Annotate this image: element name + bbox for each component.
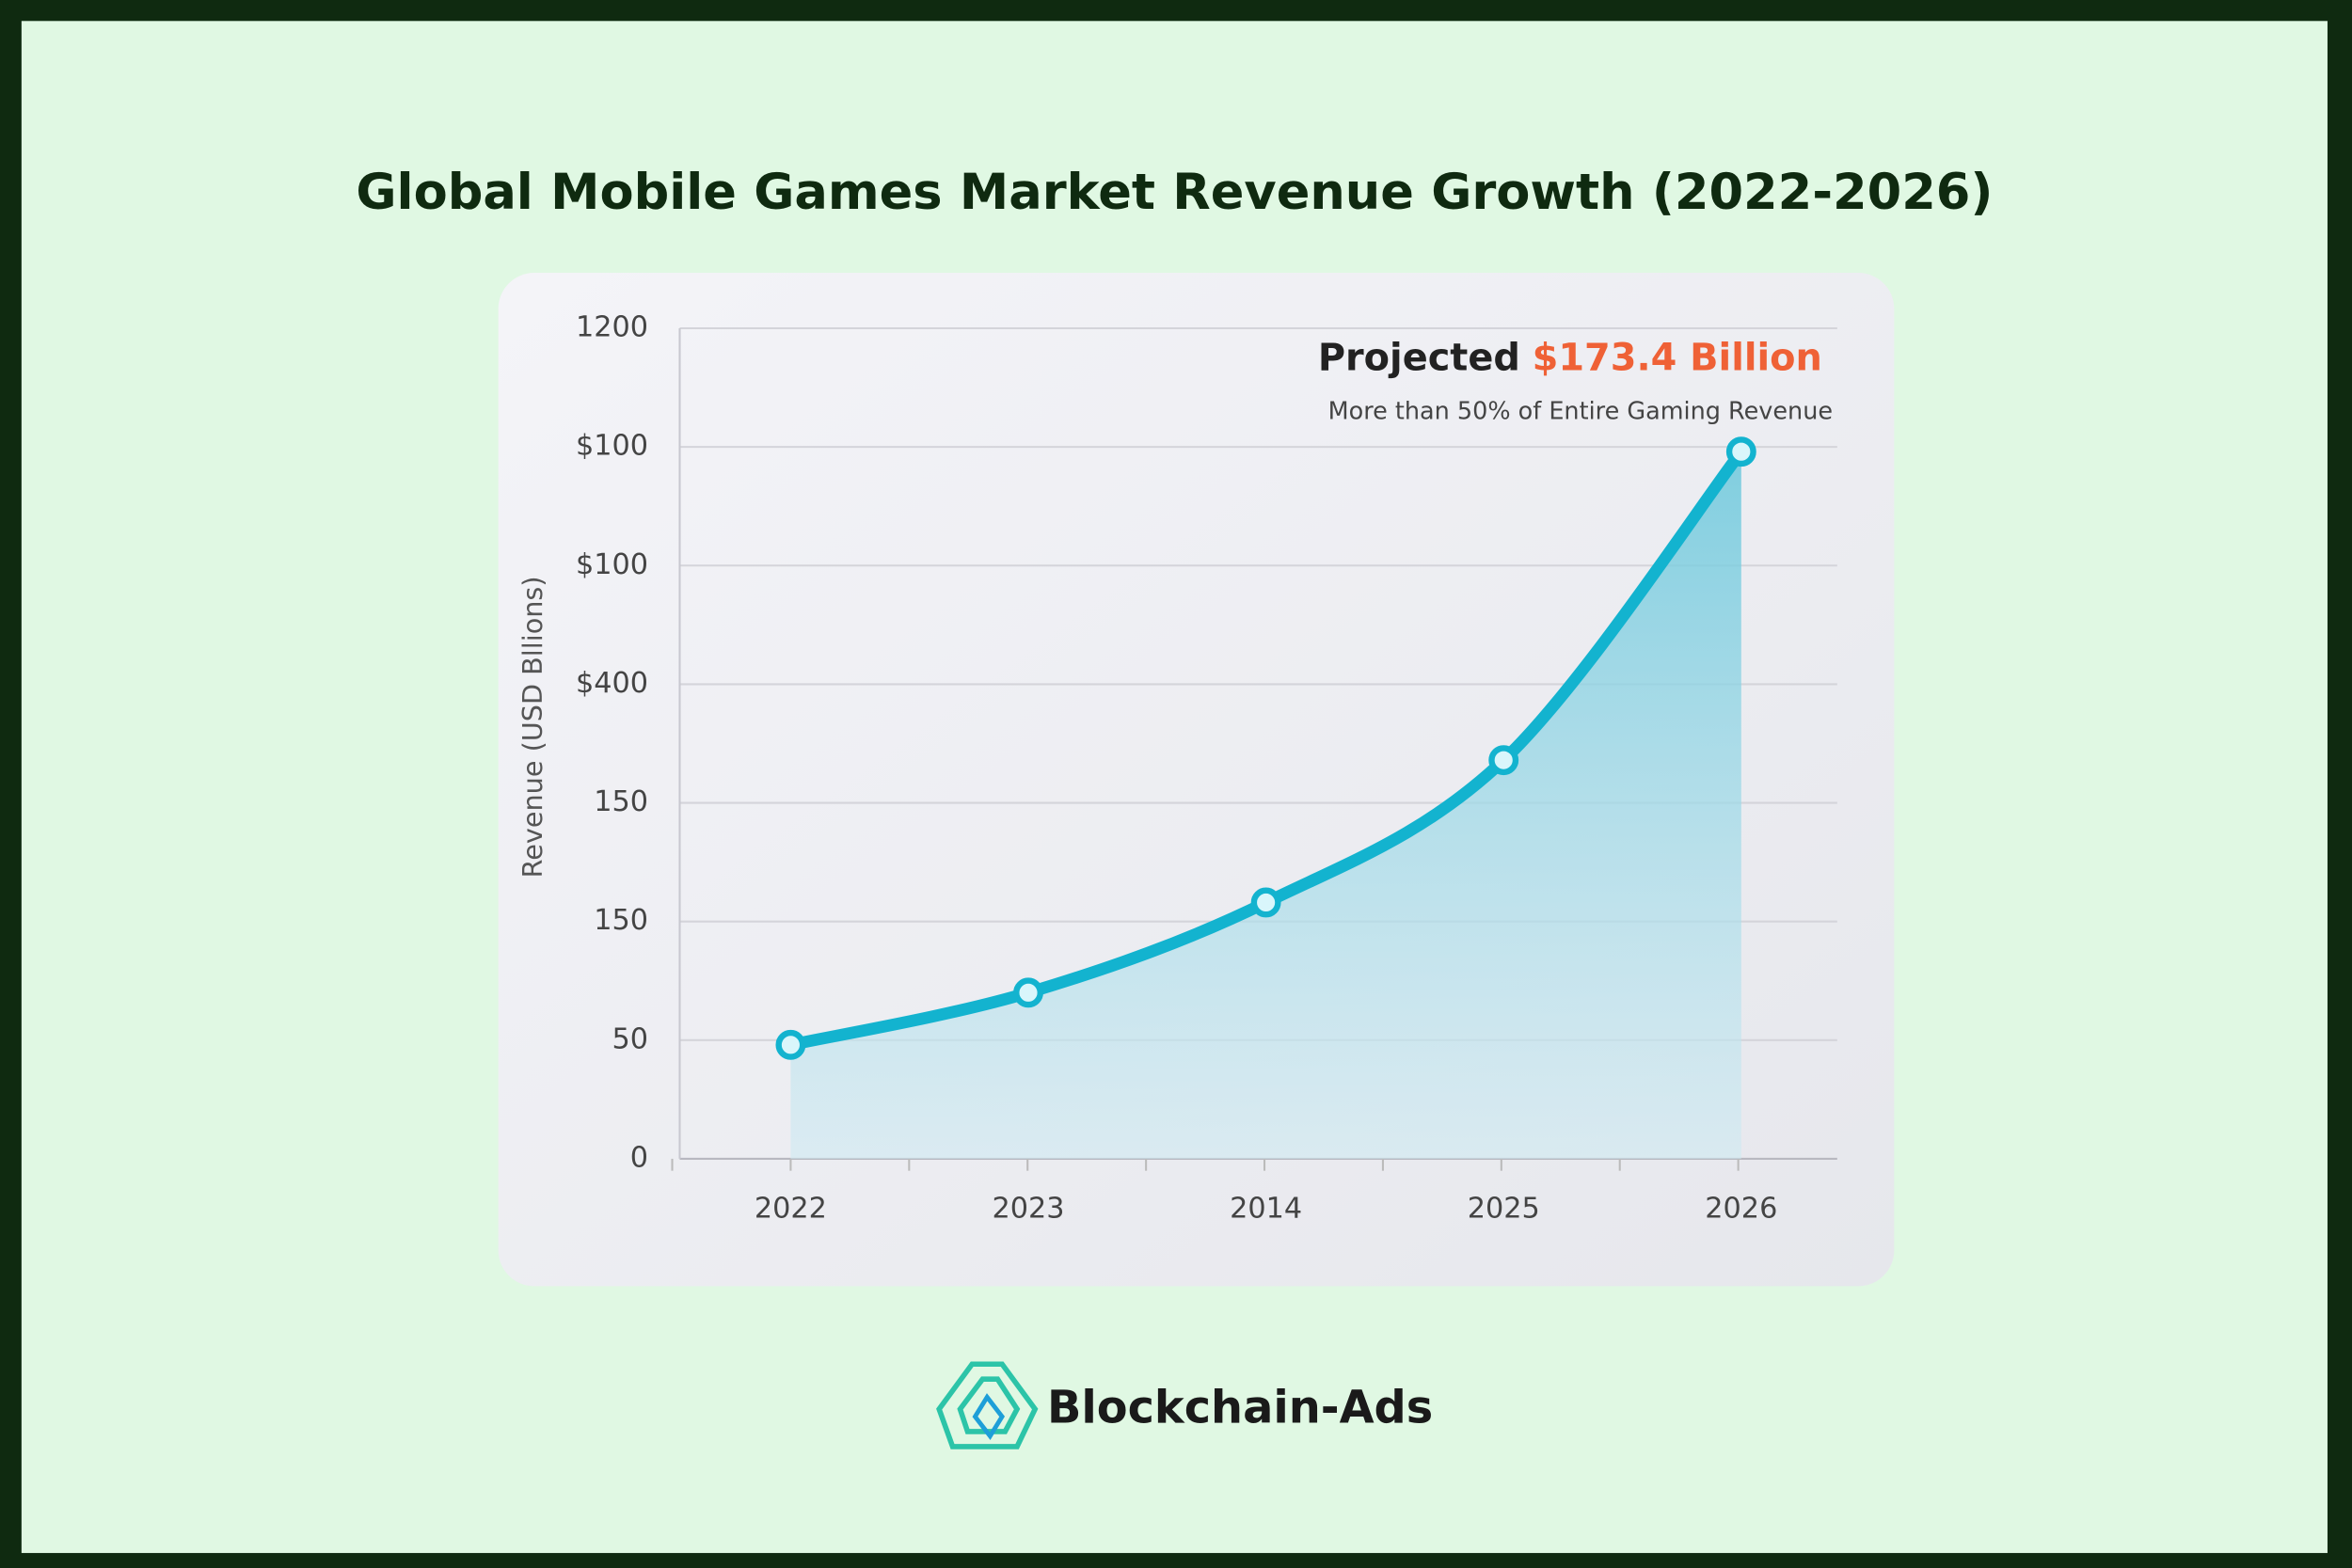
point (775, 1029, 806, 1060)
y-tick-label: 1200 (576, 311, 648, 344)
x-tick-label: 2014 (1230, 1193, 1302, 1226)
point (1013, 977, 1043, 1008)
plot: 0 50 150 150 $400 $100 $100 1200 2022 2023 2014 202… (576, 311, 1837, 1226)
brand: Blockchain-Ads (1047, 1383, 1433, 1434)
y-tick-label: 150 (594, 785, 648, 818)
y-tick-label: 50 (612, 1022, 649, 1055)
logo (936, 1361, 1039, 1449)
x-tick-label: 2023 (993, 1193, 1065, 1226)
y-tick-label: $100 (576, 548, 648, 581)
x-tick-label: 2025 (1468, 1193, 1540, 1226)
y-tick-label: $400 (576, 667, 648, 700)
y-axis-label: Revenue (USD Bllions) (516, 576, 548, 878)
annotation-prefix: Projected (1318, 336, 1520, 379)
point (1488, 745, 1519, 776)
point (1250, 887, 1281, 918)
chart-title: Global Mobile Games Market Revenue Growt… (356, 164, 1993, 221)
annotation-note: More than 50% of Entire Gaming Revenue (1328, 397, 1833, 425)
y-tick-label: 0 (630, 1141, 648, 1174)
area (790, 451, 1741, 1159)
point (1725, 436, 1756, 467)
y-tick-label: $100 (576, 430, 648, 463)
y-tick-label: 150 (594, 904, 648, 937)
annotation-highlight: $173.4 Billion (1533, 336, 1822, 379)
x-tick-label: 2022 (755, 1193, 827, 1226)
line (785, 445, 1748, 1052)
x-tick-label: 2026 (1705, 1193, 1777, 1226)
annotation: Projected $173.4 Billion (1318, 336, 1822, 379)
